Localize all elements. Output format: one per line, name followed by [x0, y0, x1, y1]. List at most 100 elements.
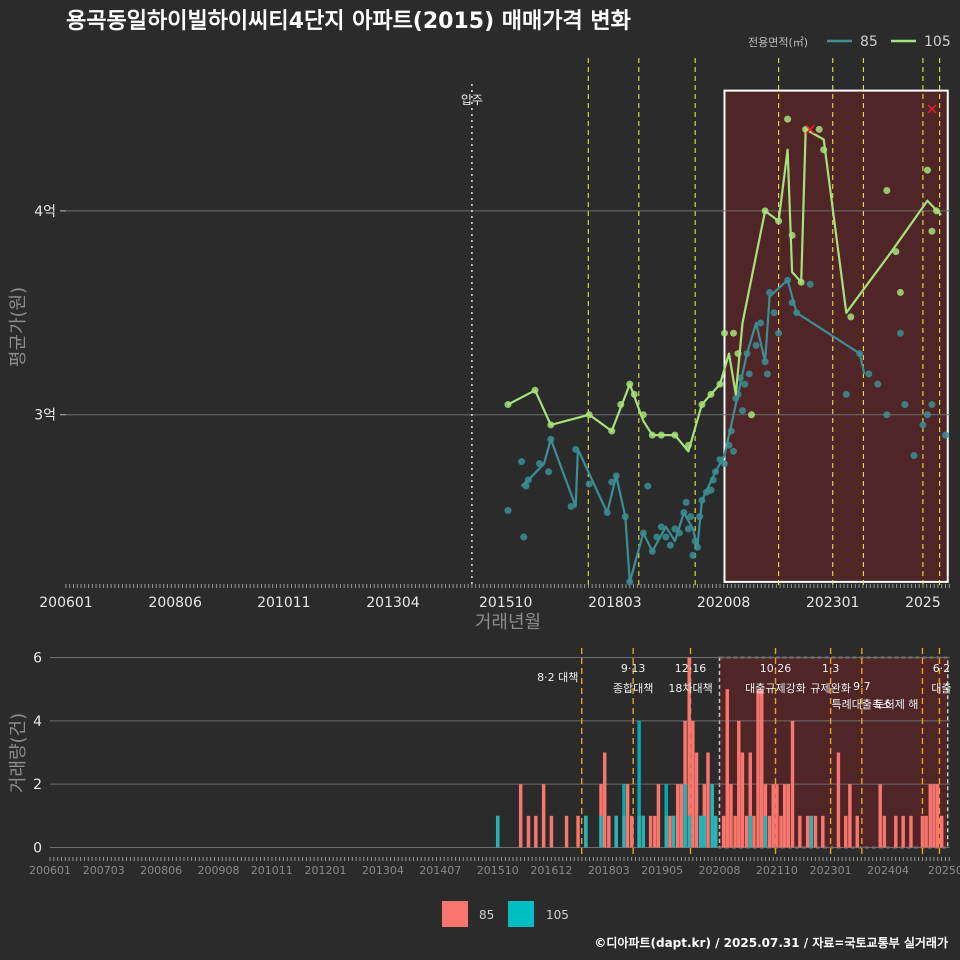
legend-label-85: 85 [860, 34, 878, 50]
series-line-105 [507, 128, 942, 453]
volume-bar-85 [855, 815, 859, 848]
policy-event-label-5-1: 특례대출축소 [831, 698, 892, 711]
data-point-85 [923, 411, 931, 419]
volume-bar-85 [844, 815, 848, 848]
x-tick-label-6: 202008 [697, 595, 750, 611]
data-point-85 [766, 288, 774, 296]
data-point-85 [874, 380, 882, 388]
data-point-85 [709, 476, 717, 484]
data-point-105 [892, 248, 900, 256]
volume-bar-105 [495, 815, 500, 848]
policy-event-label-0-0: 8·2 대책 [537, 671, 578, 684]
y-tick-label-1: 4억 [34, 204, 56, 220]
policy-event-label-4-0: 1·3 [822, 662, 840, 675]
volume-tick-label-2: 4 [33, 714, 42, 730]
volume-bar-85 [901, 815, 905, 848]
data-point-105 [608, 427, 616, 435]
data-point-105 [784, 115, 792, 123]
top-legend: 전용면적(㎡) 85 105 [748, 34, 951, 50]
bottom-legend-swatch-105 [508, 901, 534, 927]
x-tick-label-8: 2025 [905, 595, 941, 611]
volume-bar-85 [679, 784, 684, 848]
data-point-85 [752, 341, 760, 349]
bottom-legend: 85 105 [442, 901, 569, 927]
volume-bar-85 [878, 784, 882, 848]
data-point-85 [883, 411, 891, 419]
volume-bar-85 [706, 752, 710, 848]
policy-event-label-2-0: 12·16 [675, 662, 707, 675]
volume-bar-85 [805, 815, 810, 848]
volume-bar-85 [752, 815, 756, 848]
data-point-85 [621, 513, 629, 521]
data-point-85 [662, 533, 670, 541]
data-point-85 [788, 299, 796, 307]
volume-bar-85 [848, 784, 852, 848]
volume-bar-85 [534, 815, 538, 848]
data-point-85 [730, 447, 738, 455]
volume-x-tick-label-9: 201612 [530, 864, 572, 877]
bottom-legend-label-85: 85 [479, 908, 494, 922]
data-point-85 [725, 441, 733, 449]
volume-bar-85 [549, 815, 554, 848]
data-point-105 [626, 380, 634, 388]
x-tick-label-2: 201011 [257, 595, 310, 611]
x-tick-label-1: 200806 [148, 595, 202, 611]
policy-event-label-5-0: 9·7 [853, 680, 871, 693]
volume-bar-105 [687, 815, 691, 848]
price-panel: 3억 4억 입주 200601 200806 201011 201304 201510 2018… [34, 58, 950, 611]
data-point-85 [653, 533, 661, 541]
data-point-105 [775, 217, 783, 225]
bottom-legend-swatch-85 [442, 901, 468, 927]
volume-x-tick-label-10: 201803 [588, 864, 630, 877]
volume-x-tick-label-14: 202301 [810, 864, 852, 877]
data-point-105 [504, 401, 512, 409]
data-point-85 [741, 380, 749, 388]
data-point-105 [748, 411, 756, 419]
source-caption: ©디아파트(dapt.kr) / 2025.07.31 / 자료=국토교통부 실… [594, 935, 948, 950]
volume-bar-85 [691, 720, 695, 848]
data-point-105 [585, 411, 593, 419]
x-tick-label-4: 201510 [479, 595, 532, 611]
volume-bar-85 [909, 815, 913, 848]
data-point-105 [648, 431, 656, 439]
volume-bar-85 [607, 815, 611, 848]
volume-bar-85 [935, 784, 940, 848]
volume-bar-85 [687, 657, 691, 848]
data-point-85 [793, 309, 801, 317]
data-point-85 [639, 529, 647, 537]
data-point-105 [932, 207, 940, 215]
volume-bar-85 [740, 752, 745, 848]
volume-bar-105 [584, 815, 588, 848]
volume-bar-85 [924, 815, 928, 848]
volume-bar-105 [698, 815, 703, 848]
data-point-85 [626, 578, 634, 586]
data-point-85 [745, 370, 753, 378]
volume-x-tick-label-16: 20250 [928, 864, 960, 877]
volume-x-tick-label-8: 201510 [477, 864, 519, 877]
bottom-y-axis-label: 거래량(건) [8, 713, 29, 793]
volume-bar-85 [894, 815, 898, 848]
volume-bar-85 [744, 815, 749, 848]
volume-x-tick-label-1: 200703 [83, 864, 125, 877]
data-point-105 [896, 288, 904, 296]
data-point-85 [504, 507, 512, 515]
volume-bar-105 [702, 815, 707, 848]
volume-bar-85 [786, 784, 791, 848]
data-point-85 [545, 468, 553, 476]
volume-bar-85 [648, 815, 653, 848]
data-point-105 [761, 207, 769, 215]
volume-x-tick-label-0: 200601 [29, 864, 71, 877]
data-point-85 [770, 309, 778, 317]
x-tick-label-3: 201304 [366, 595, 420, 611]
data-point-85 [675, 529, 683, 537]
max-price-marker-1 [927, 104, 937, 114]
data-point-85 [720, 460, 728, 468]
volume-bar-85 [656, 784, 661, 848]
data-point-105 [928, 227, 936, 235]
volume-bar-105 [809, 815, 814, 848]
policy-event-label-1-1: 종합대책 [613, 682, 653, 695]
data-point-85 [727, 427, 735, 435]
data-point-85 [928, 401, 936, 409]
data-point-85 [696, 513, 704, 521]
data-point-85 [585, 480, 593, 488]
